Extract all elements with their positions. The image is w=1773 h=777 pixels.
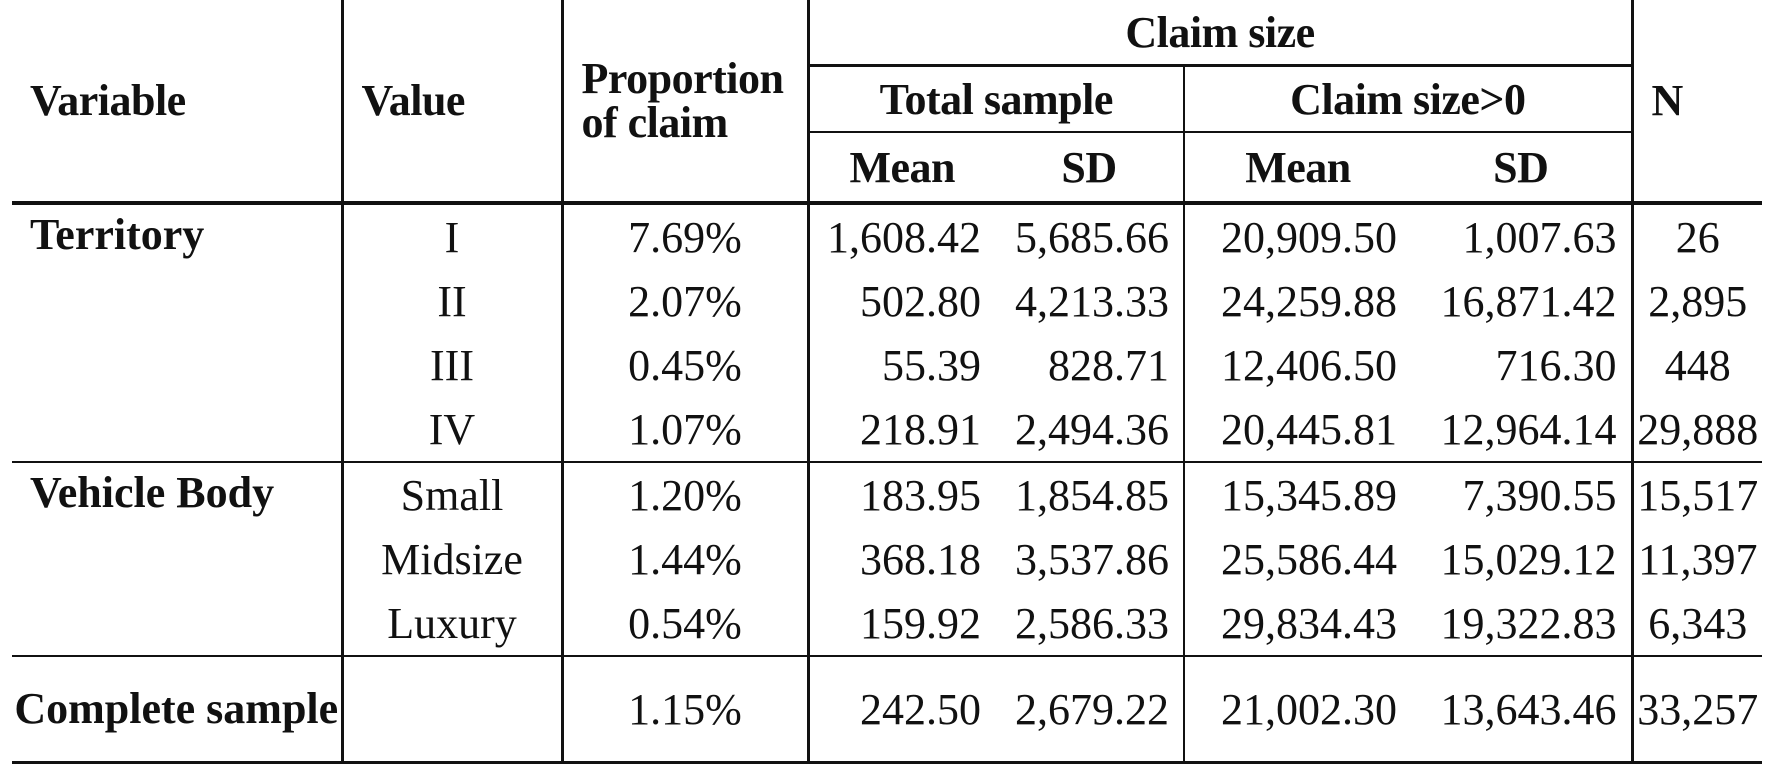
header-n: N [1630,0,1763,205]
table-row: II 2.07% 502.80 4,213.33 24,259.88 16,87… [12,269,1763,333]
cell-sd: 5,685.66 [1015,212,1169,262]
cell-sd-positive: 12,964.14 [1440,404,1617,454]
table-row: Luxury 0.54% 159.92 2,586.33 29,834.43 1… [12,591,1763,656]
cell-mean-positive: 24,259.88 [1183,269,1411,333]
cell-sd: 4,213.33 [1015,276,1169,326]
cell-sd: 2,494.36 [1015,404,1169,454]
table-row: Territory I 7.69% 1,608.42 5,685.66 20,9… [12,203,1763,269]
table-row: Complete sample 1.15% 242.50 2,679.22 21… [12,655,1763,764]
header-positive-claims: Claim size>0 [1182,65,1633,133]
cell-mean-positive: 21,002.30 [1183,655,1411,764]
cell-mean-positive: 20,445.81 [1183,397,1411,462]
cell-value: Luxury [340,591,562,656]
cell-mean: 1,608.42 [806,203,995,269]
cell-mean: 183.95 [806,461,995,527]
cell-mean-positive: 12,406.50 [1183,333,1411,397]
cell-proportion: 1.20% [560,461,808,527]
cell-n: 29,888 [1630,397,1763,462]
cell-mean: 218.91 [806,397,995,462]
cell-proportion: 2.07% [560,269,808,333]
header-proportion: Proportion of claim [560,0,808,205]
cell-value: Midsize [340,527,562,591]
cell-mean: 368.18 [806,527,995,591]
cell-proportion: 1.15% [560,655,808,764]
cell-mean: 502.80 [806,269,995,333]
group-label-territory: Territory [30,210,205,259]
cell-n: 15,517 [1630,461,1763,527]
table-row: IV 1.07% 218.91 2,494.36 20,445.81 12,96… [12,397,1763,462]
group-label-complete-sample: Complete sample [12,655,342,764]
cell-mean-positive: 15,345.89 [1183,461,1411,527]
header-mean-positive: Mean [1183,132,1411,205]
cell-value [340,655,562,764]
cell-proportion: 0.45% [560,333,808,397]
claim-statistics-table: Variable Value Proportion of claim Claim… [12,0,1763,764]
cell-proportion: 1.07% [560,397,808,462]
cell-mean: 242.50 [806,655,995,764]
cell-mean-positive: 29,834.43 [1183,591,1411,656]
header-sd-total: SD [995,132,1184,205]
cell-sd-positive: 7,390.55 [1411,461,1633,527]
cell-n: 6,343 [1630,591,1763,656]
cell-sd-positive: 13,643.46 [1411,655,1633,764]
cell-n: 2,895 [1630,269,1763,333]
header-variable: Variable [12,0,342,205]
cell-sd-positive: 15,029.12 [1440,534,1617,584]
cell-proportion: 0.54% [560,591,808,656]
cell-mean-positive: 25,586.44 [1183,527,1411,591]
cell-value: I [340,203,562,269]
cell-mean: 159.92 [806,591,995,656]
header-sd-positive: SD [1411,132,1633,205]
cell-proportion: 1.44% [560,527,808,591]
cell-sd-positive: 1,007.63 [1462,212,1617,262]
table-row: Vehicle Body Small 1.20% 183.95 1,854.85… [12,461,1763,656]
cell-value: III [340,333,562,397]
cell-value: IV [340,397,562,462]
cell-sd-positive: 16,871.42 [1440,276,1617,326]
table-row: Midsize 1.44% 368.18 3,537.86 25,586.44 … [12,527,1763,591]
header-claim-size: Claim size [806,0,1633,67]
cell-sd: 3,537.86 [1015,534,1169,584]
cell-n: 26 [1630,203,1763,269]
cell-mean-positive: 20,909.50 [1183,203,1411,269]
cell-proportion: 7.69% [560,203,808,269]
table-row: III 0.45% 55.39 828.71 12,406.50 716.30 … [12,333,1763,397]
cell-sd: 1,854.85 [995,461,1184,527]
cell-sd: 2,679.22 [995,655,1184,764]
cell-n: 11,397 [1630,527,1763,591]
cell-sd: 828.71 [1048,340,1169,390]
cell-sd-positive: 19,322.83 [1440,598,1617,648]
cell-sd-positive: 716.30 [1495,340,1617,390]
cell-n: 33,257 [1630,655,1763,764]
cell-n: 448 [1630,333,1763,397]
header-mean-total: Mean [806,132,995,205]
cell-value: Small [340,461,562,527]
group-label-vehicle-body: Vehicle Body [12,461,342,656]
cell-value: II [340,269,562,333]
header-value: Value [340,0,562,205]
cell-sd: 2,586.33 [1015,598,1169,648]
cell-mean: 55.39 [806,333,995,397]
header-total-sample: Total sample [806,65,1184,133]
